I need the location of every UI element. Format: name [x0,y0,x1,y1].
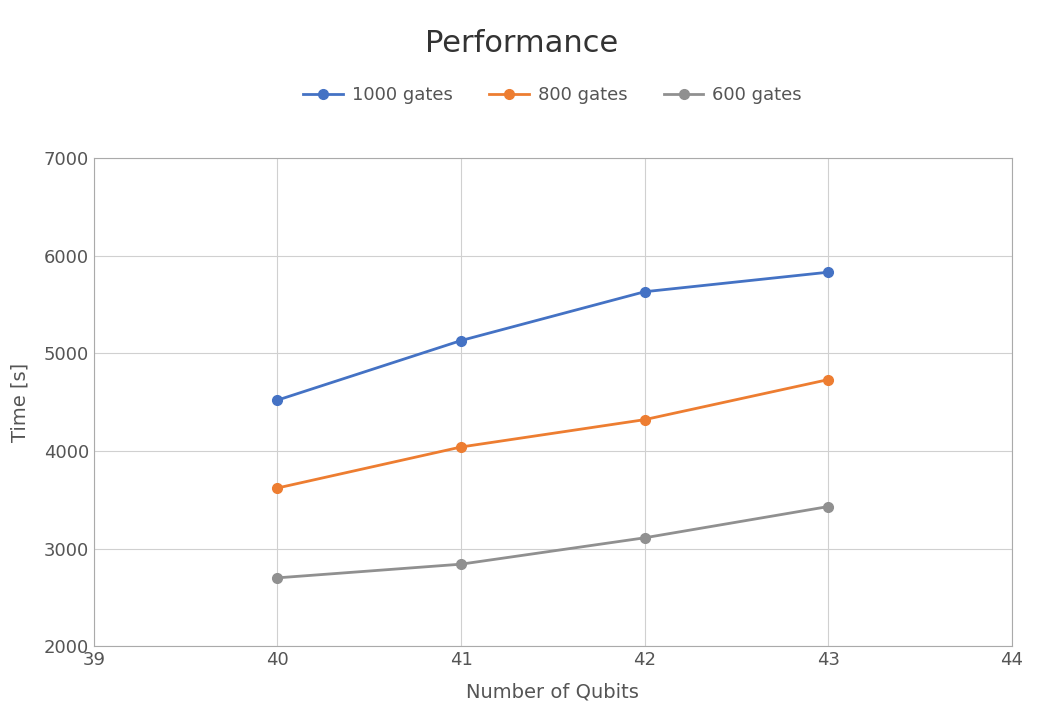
600 gates [822,503,834,511]
800 gates [271,484,284,493]
600 gates [271,574,284,582]
800 gates [638,415,651,424]
Line: 1000 gates: 1000 gates [272,267,833,405]
Text: Performance: Performance [425,29,618,57]
X-axis label: Number of Qubits: Number of Qubits [466,683,639,702]
800 gates [822,376,834,384]
Line: 600 gates: 600 gates [272,502,833,583]
1000 gates [822,268,834,276]
Y-axis label: Time [s]: Time [s] [10,363,30,442]
1000 gates [638,287,651,296]
1000 gates [455,336,467,345]
600 gates [455,560,467,569]
Legend: 1000 gates, 800 gates, 600 gates: 1000 gates, 800 gates, 600 gates [296,79,809,111]
Line: 800 gates: 800 gates [272,375,833,493]
1000 gates [271,396,284,404]
800 gates [455,443,467,452]
600 gates [638,533,651,542]
